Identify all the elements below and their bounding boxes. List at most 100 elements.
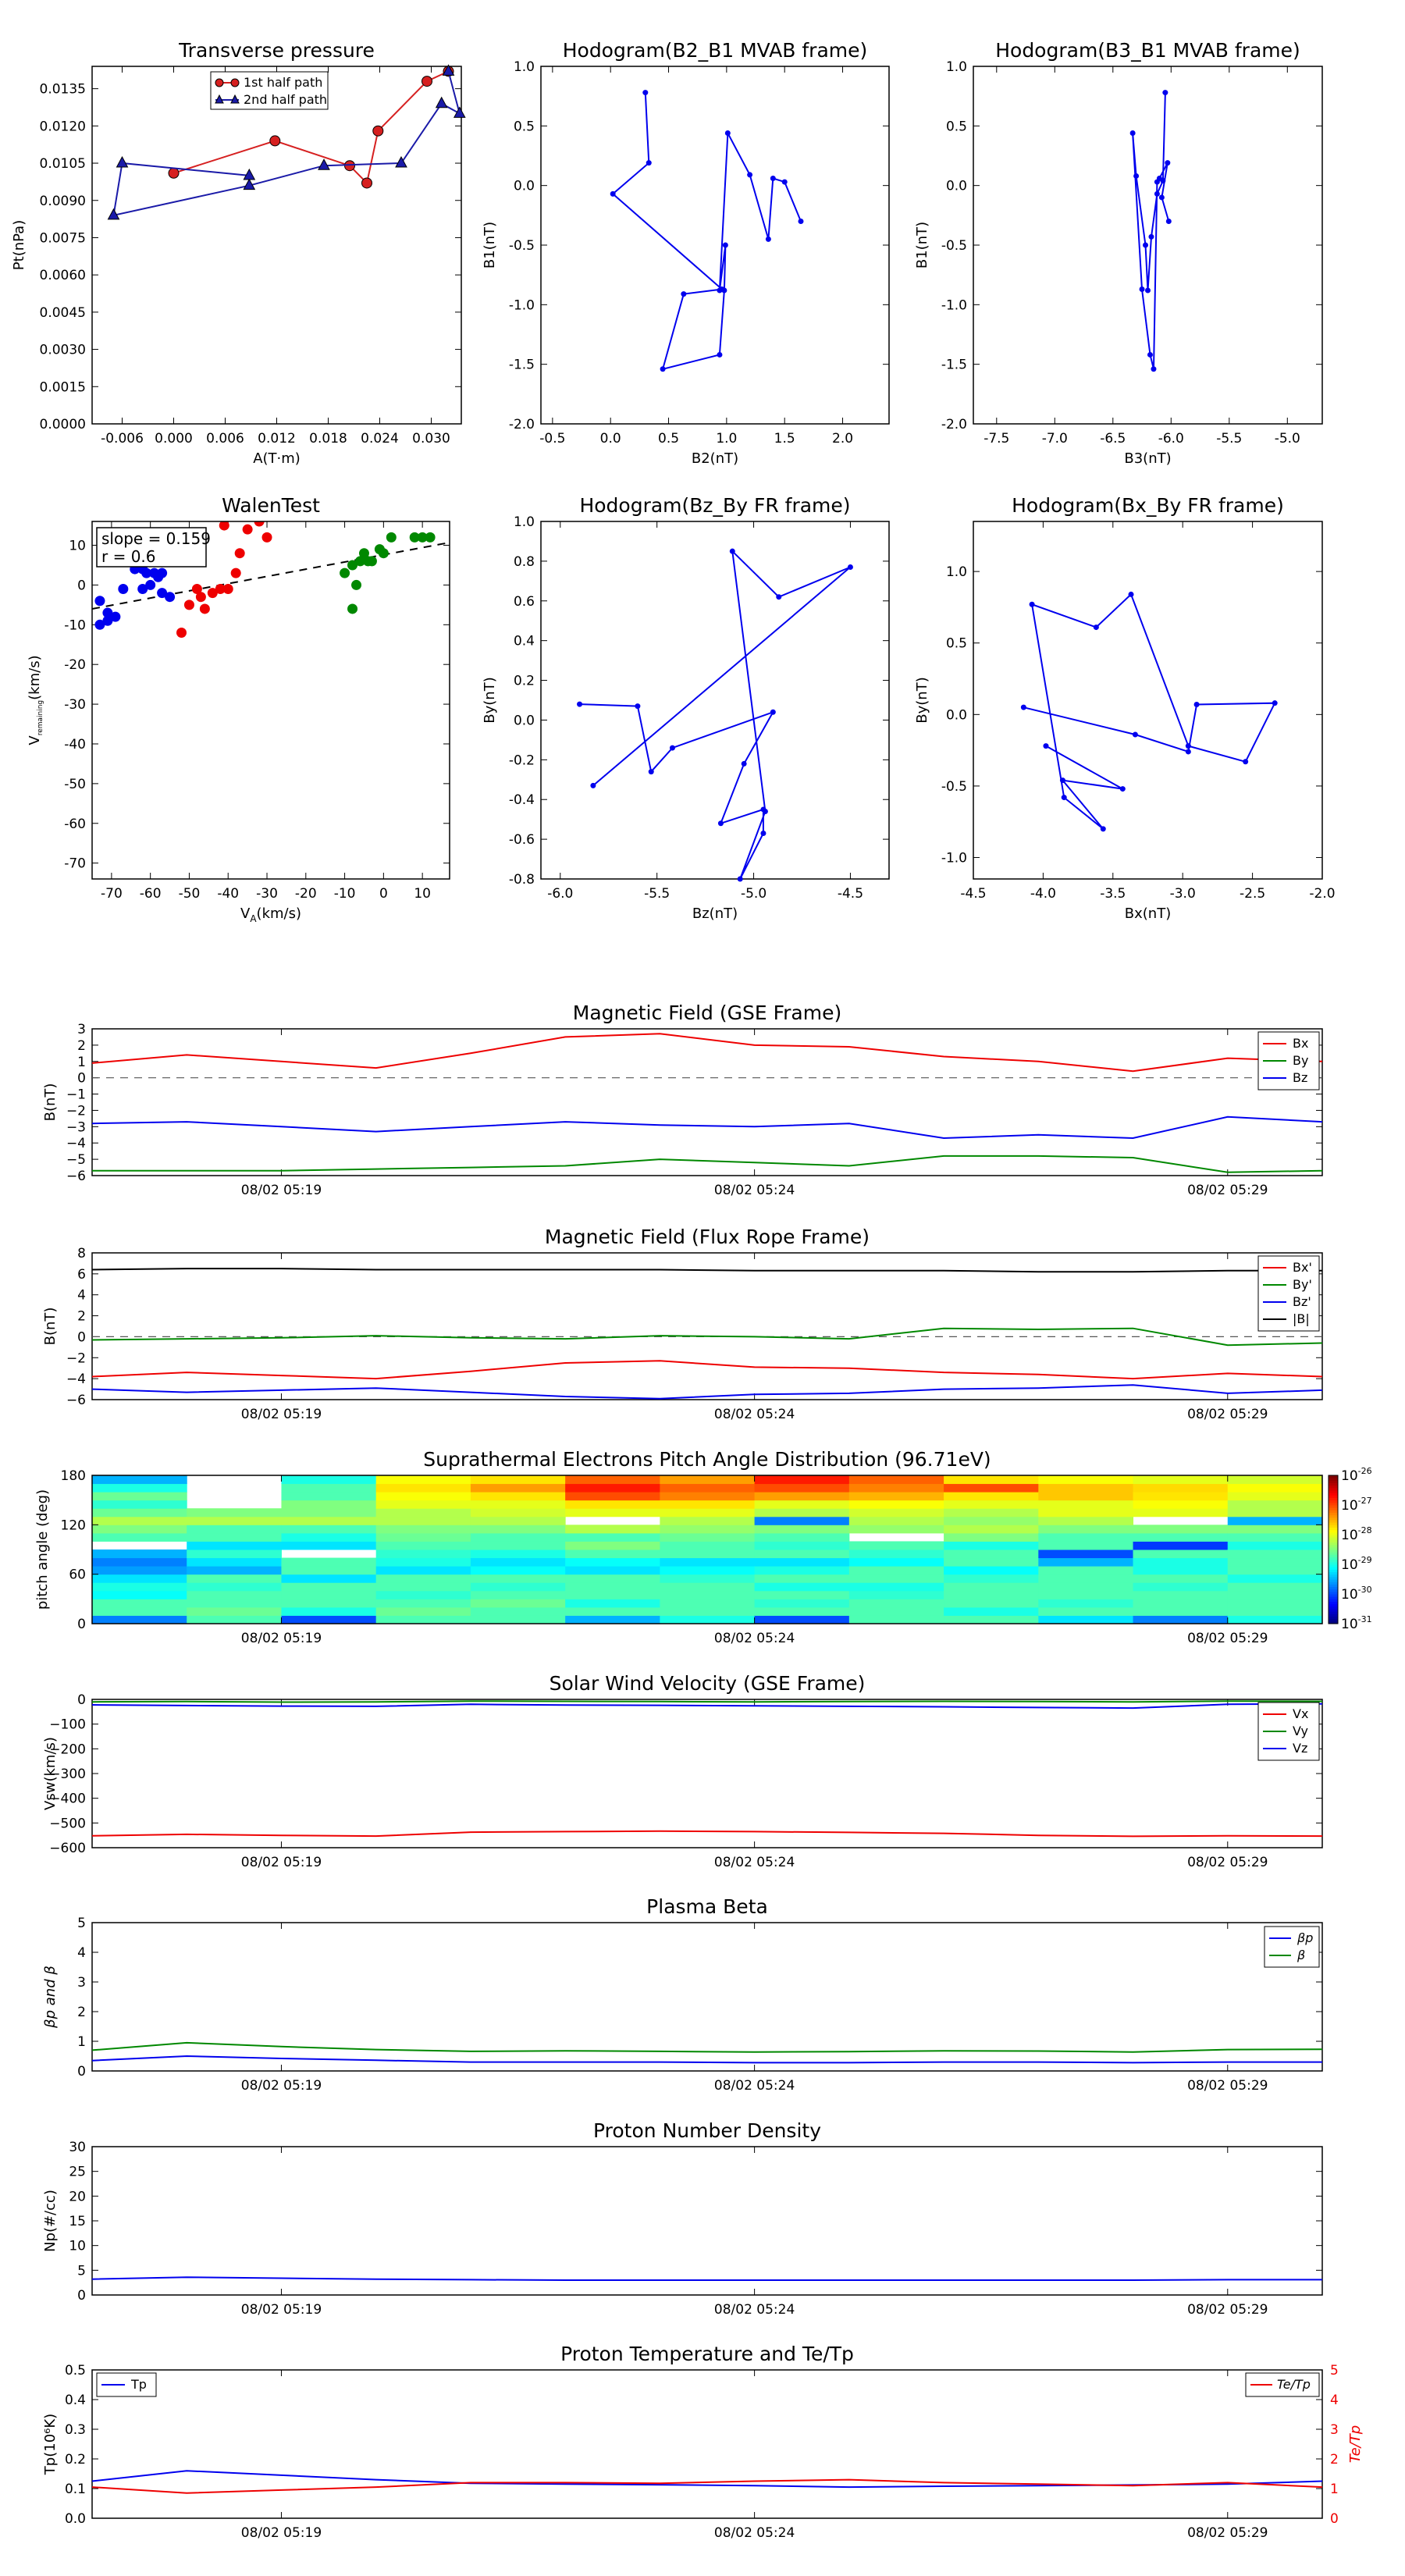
tp2-ytick-label: 0.0 <box>65 2511 86 2527</box>
h3-ytick-label: 0.2 <box>514 674 535 689</box>
pad-colorbar-cell <box>1329 1611 1338 1614</box>
wt-point <box>118 584 129 595</box>
h4-ylabel: By(nT) <box>914 677 930 723</box>
pad-cell <box>754 1599 850 1608</box>
pad-colorbar-cell <box>1329 1591 1338 1595</box>
pad-colorbar-cell <box>1329 1525 1338 1528</box>
pad-cell <box>848 1525 944 1534</box>
pad-colorbar-cell <box>1329 1507 1338 1510</box>
mag_gse-legend-label: Bz <box>1293 1070 1307 1085</box>
pad-cell <box>944 1541 1039 1550</box>
pad-cell <box>375 1541 471 1550</box>
h3-plot-frame <box>540 521 890 880</box>
pad-cell <box>754 1508 850 1517</box>
h1-point <box>610 190 616 197</box>
h2-point <box>1151 366 1157 372</box>
beta-ytick-label: 0 <box>77 2064 86 2080</box>
pad-cell <box>375 1483 471 1493</box>
tp-ytick-label: 0.0090 <box>40 194 86 209</box>
wt-fit-line <box>92 542 450 610</box>
pad-cell <box>92 1574 187 1583</box>
mag_gse-ytick-label: −3 <box>66 1119 86 1135</box>
pad-cell <box>944 1492 1039 1501</box>
vsw-plot-frame <box>91 1699 1323 1848</box>
vsw-timeseries-chart: −600 −500 −400 −300 −200 −100 0 08/02 05:19 08/0… <box>42 1672 1323 1870</box>
pad-cell <box>470 1599 566 1608</box>
wt-xtick-label: -10 <box>334 886 356 902</box>
mag_fr-xtick-label: 08/02 05:19 <box>241 1407 322 1422</box>
pad-cell <box>92 1550 187 1559</box>
h3-point <box>729 548 735 554</box>
h2-ytick-label: -1.0 <box>941 297 967 313</box>
pad-colorbar-tick-base: 10 <box>1341 1617 1358 1632</box>
pad-cell <box>944 1566 1039 1575</box>
h2-ylabel: B1(nT) <box>914 222 930 269</box>
h2-hodogram-chart: -2.0 -1.5 -1.0 -0.5 0.0 0.5 1.0 -7.5 -7.0 -6.5 -6.… <box>914 39 1323 467</box>
tp-ytick-label: 0.0120 <box>40 119 86 134</box>
tp2-series-2-line <box>91 2478 1323 2494</box>
h2-ytick-label: -0.5 <box>941 238 967 254</box>
mag_gse-title: Magnetic Field (GSE Frame) <box>573 1002 841 1024</box>
h4-point <box>1059 777 1065 784</box>
pad-cell <box>1133 1599 1229 1608</box>
pad-cell <box>660 1550 756 1559</box>
h4-path-line <box>1023 592 1276 830</box>
tp2-ytick-label: 0.1 <box>65 2482 86 2497</box>
pad-cell <box>944 1574 1039 1583</box>
pad-cell <box>281 1516 377 1525</box>
pad-cell <box>281 1566 377 1575</box>
pad-cell <box>375 1516 471 1525</box>
h2-point <box>1129 130 1136 136</box>
pad-colorbar-cell <box>1329 1561 1338 1565</box>
pad-colorbar-cell <box>1329 1603 1338 1607</box>
pad-colorbar-cell <box>1329 1582 1338 1585</box>
pad-cell <box>660 1615 756 1624</box>
pad-colorbar-tick-exp: -30 <box>1358 1585 1372 1595</box>
beta-ytick-label: 5 <box>77 1916 86 1931</box>
pad-cell <box>281 1532 377 1542</box>
beta-ytick-label: 1 <box>77 2034 86 2050</box>
tp-point <box>422 76 432 87</box>
pad-cell <box>470 1500 566 1509</box>
mag_gse-ytick-label: −4 <box>66 1136 86 1151</box>
pad-cell <box>470 1475 566 1485</box>
h3-xtick-label: -5.0 <box>741 886 767 902</box>
pad-cell <box>754 1500 850 1509</box>
pad-cell <box>92 1508 187 1517</box>
pad-cell <box>754 1516 850 1525</box>
pad-cell <box>1133 1492 1229 1501</box>
tp-ytick-label: 0.0000 <box>40 417 86 432</box>
pad-ytick-label: 120 <box>61 1517 86 1533</box>
pad-cell <box>1133 1532 1229 1542</box>
pad-cell <box>281 1599 377 1608</box>
pad-cell <box>1038 1525 1134 1534</box>
wt-ylabel-main: V <box>27 735 43 745</box>
h2-path-line <box>1132 92 1170 370</box>
walen-test-chart: -70 -60 -50 -40 -30 -20 -10 0 10 -70 -60 -50 -40 -30 -… <box>27 494 450 924</box>
pad-cell <box>470 1483 566 1493</box>
pad-cell <box>754 1582 850 1592</box>
vsw-ytick-label: −500 <box>49 1816 86 1831</box>
tp2-legend-right: Te/Tp <box>1245 2372 1320 2397</box>
pad-cell <box>1133 1550 1229 1559</box>
np-xtick-label: 08/02 05:24 <box>714 2302 795 2318</box>
tp-point <box>453 106 466 118</box>
h4-point <box>1193 701 1200 707</box>
wt-point <box>183 600 194 610</box>
h4-point <box>1061 795 1067 801</box>
pad-colorbar-cell <box>1329 1485 1338 1489</box>
pad-cell <box>187 1574 282 1583</box>
tp-xtick-label: 0.000 <box>155 431 193 447</box>
mag_fr-ytick-label: 8 <box>77 1246 86 1261</box>
h2-xtick-label: -5.5 <box>1216 431 1242 447</box>
pad-cell <box>944 1615 1039 1624</box>
h3-point <box>669 745 675 751</box>
pad-cell <box>944 1557 1039 1567</box>
pad-title: Suprathermal Electrons Pitch Angle Distr… <box>423 1448 991 1471</box>
tp2-xtick-label: 08/02 05:19 <box>241 2525 322 2541</box>
h2-point <box>1143 242 1149 248</box>
pad-cell <box>944 1582 1039 1592</box>
np-series-1-line <box>91 2276 1322 2281</box>
mag_gse-legend-label: Bx <box>1293 1036 1308 1051</box>
wt-plot-area <box>92 521 450 638</box>
